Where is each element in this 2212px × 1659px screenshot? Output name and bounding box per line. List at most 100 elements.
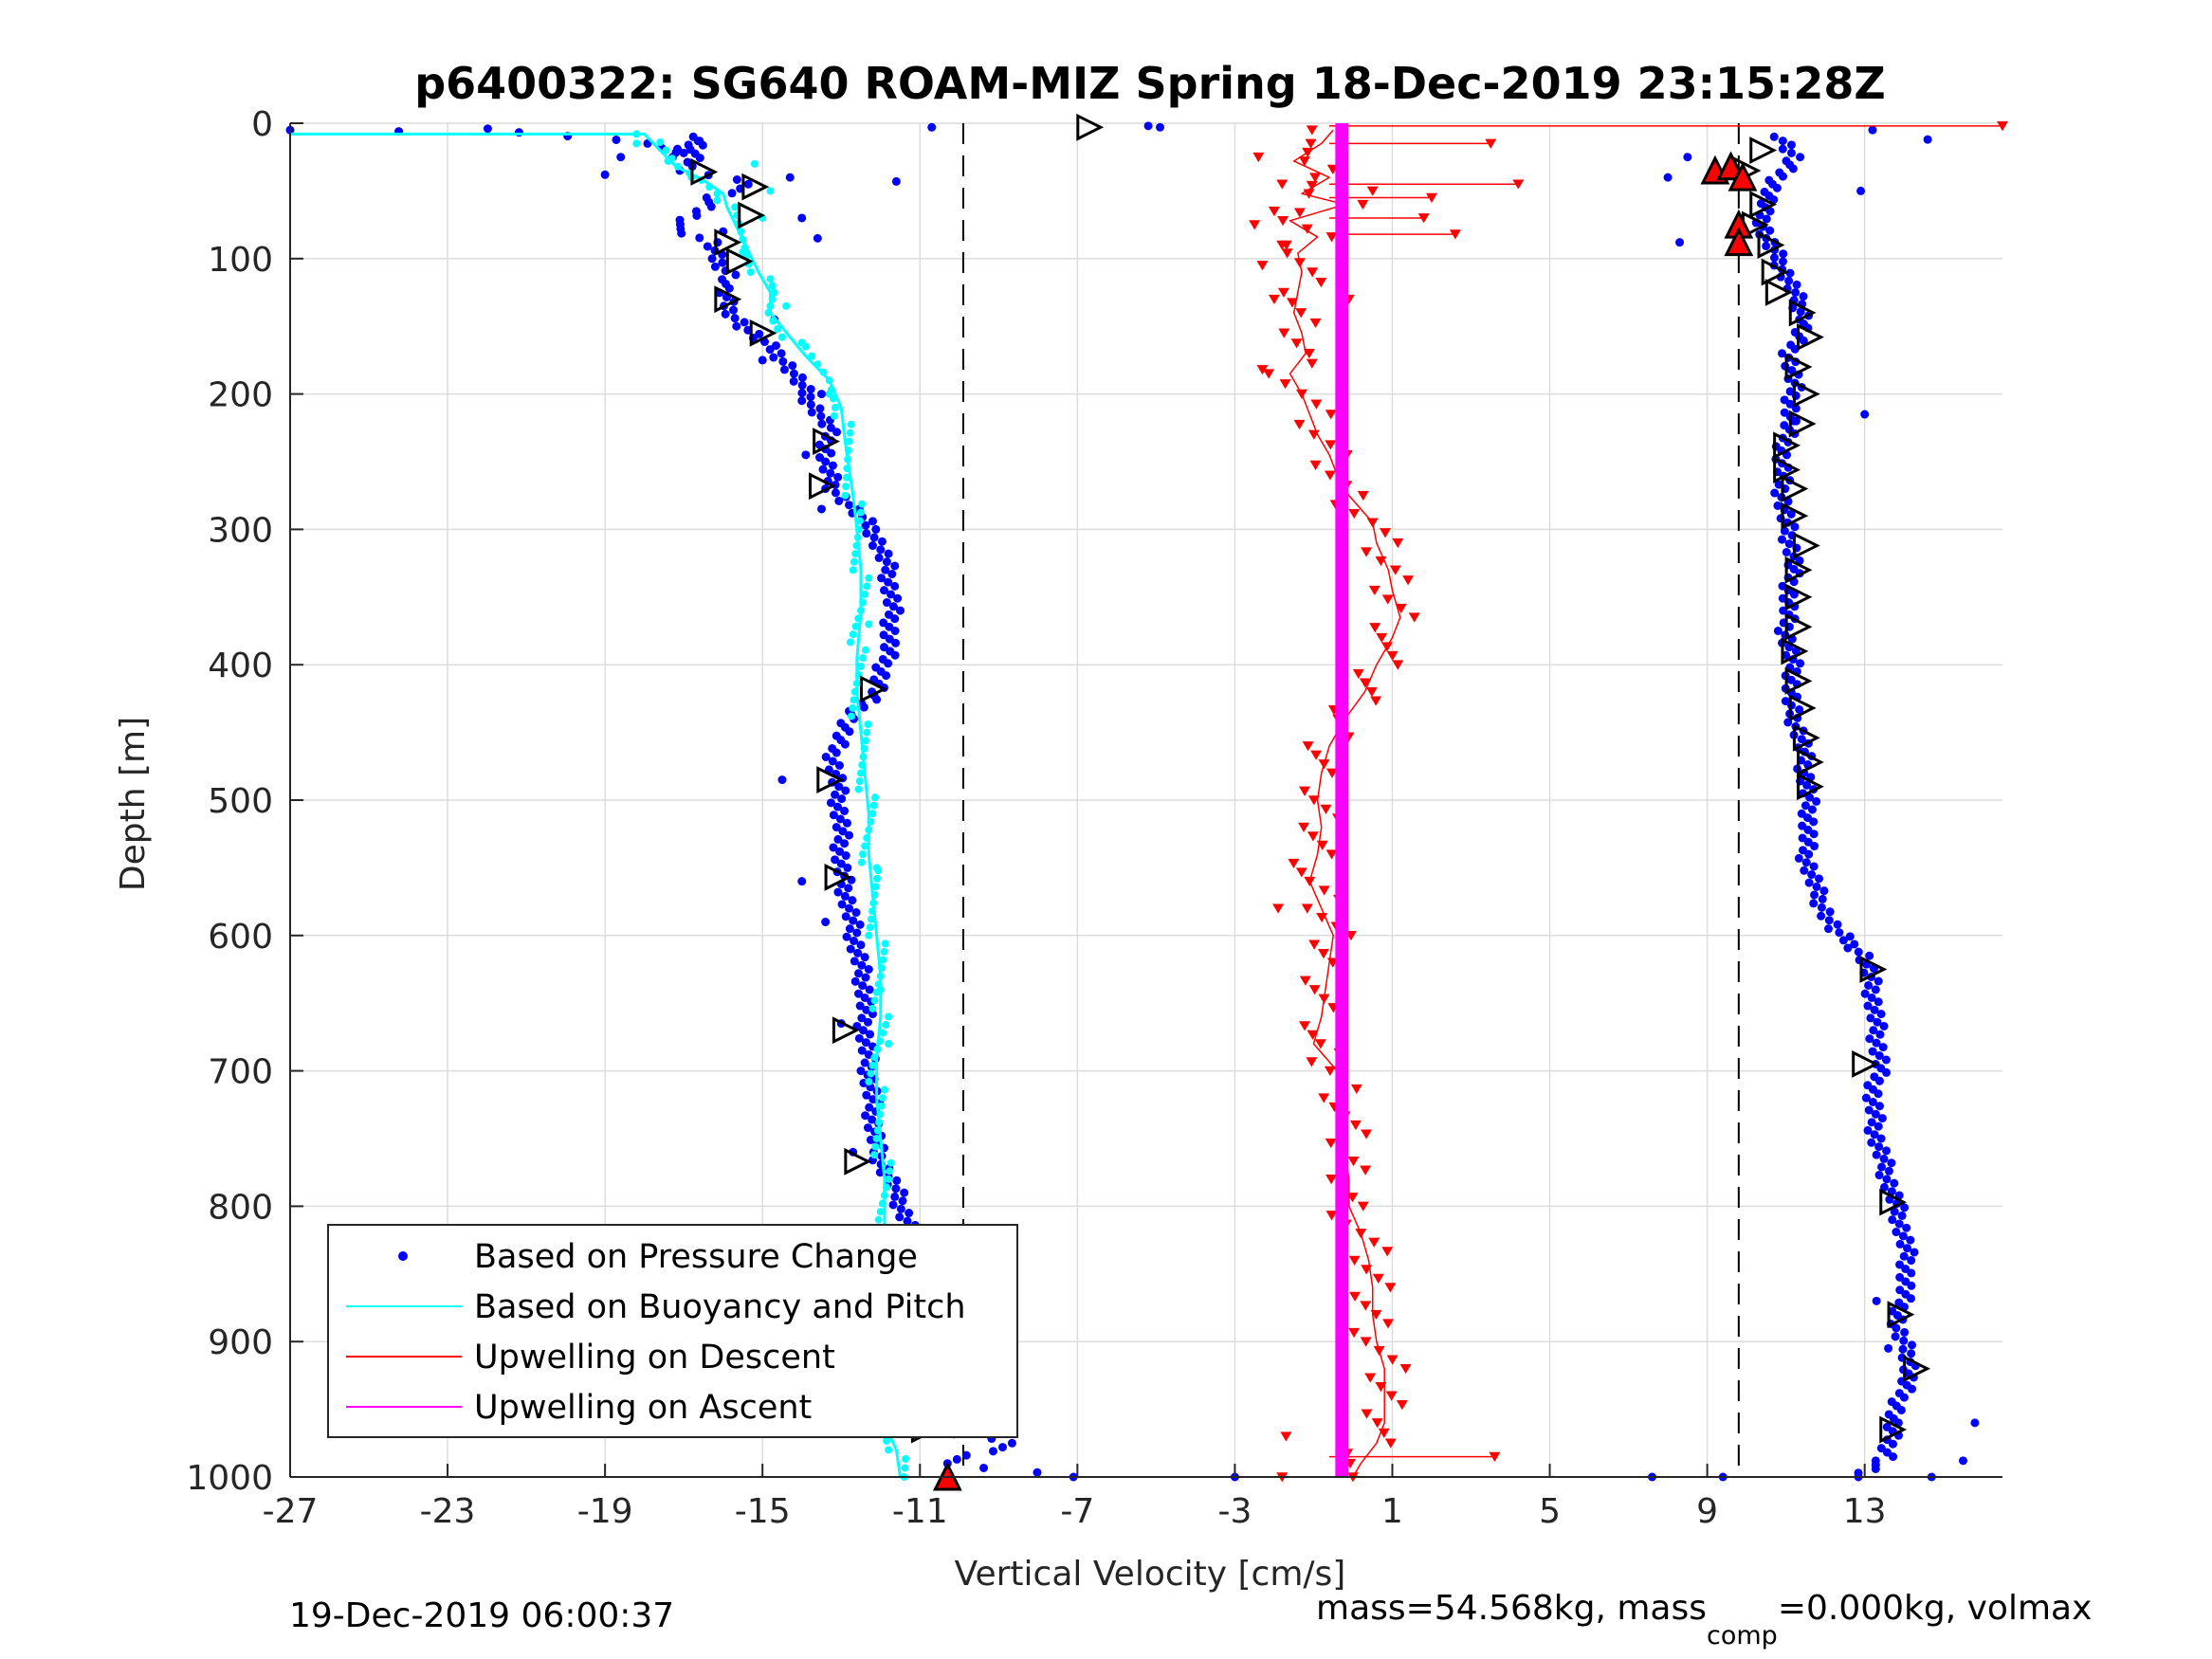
descent-point — [1309, 173, 1322, 183]
pressure-point — [1970, 1418, 1980, 1428]
buoyancy-point — [713, 190, 722, 198]
descent-point — [1361, 1129, 1373, 1139]
pressure-point — [866, 1135, 875, 1144]
pressure-point — [834, 496, 844, 505]
buoyancy-point — [885, 1040, 893, 1048]
pressure-point — [1824, 916, 1834, 925]
buoyancy-point — [870, 890, 879, 899]
pressure-point — [887, 590, 896, 599]
descent-point — [1325, 768, 1338, 778]
descent-point — [1325, 440, 1337, 450]
descent-point — [1303, 189, 1315, 199]
buoyancy-point — [868, 1004, 877, 1012]
pressure-point — [882, 671, 891, 681]
pressure-point — [840, 806, 850, 815]
buoyancy-point — [867, 817, 875, 826]
buoyancy-point — [852, 541, 861, 550]
flag-marker — [749, 319, 777, 347]
flag-marker — [1784, 556, 1813, 584]
descent-point — [1318, 759, 1330, 770]
pressure-point — [710, 262, 720, 271]
pressure-point — [1899, 1336, 1909, 1345]
pressure-point — [785, 173, 795, 182]
pressure-point — [706, 202, 716, 211]
descent-point — [1307, 429, 1320, 440]
pressure-point — [778, 356, 788, 366]
pressure-point — [857, 960, 867, 970]
pressure-point — [1907, 1281, 1916, 1290]
buoyancy-point — [737, 228, 745, 236]
pressure-point — [866, 1030, 875, 1039]
pressure-point — [1868, 1047, 1877, 1056]
y-tick-label: 600 — [208, 918, 273, 957]
pressure-point — [1860, 410, 1870, 419]
pressure-point — [855, 920, 865, 929]
pressure-point — [1850, 939, 1859, 949]
buoyancy-point — [880, 947, 888, 956]
pressure-point — [857, 1046, 867, 1055]
pressure-point — [831, 790, 840, 799]
pressure-point — [851, 908, 861, 918]
pressure-point — [1156, 122, 1165, 132]
buoyancy-point — [774, 325, 782, 334]
pressure-point — [765, 345, 775, 355]
flag-marker — [1792, 723, 1820, 752]
pressure-point — [863, 1123, 872, 1133]
pressure-point — [698, 140, 707, 150]
descent-point — [1348, 508, 1361, 520]
pressure-point — [840, 739, 850, 749]
buoyancy-point — [871, 1142, 880, 1151]
pressure-point — [1805, 793, 1815, 802]
pressure-point — [1874, 1076, 1884, 1085]
buoyancy-point — [861, 737, 869, 745]
pressure-point — [1871, 985, 1880, 994]
descent-point — [1361, 547, 1373, 557]
descent-outlier-point — [1417, 213, 1430, 224]
buoyancy-point — [854, 785, 863, 793]
descent-point — [1310, 399, 1323, 410]
flag-marker — [1797, 773, 1824, 801]
descent-point — [1375, 1382, 1387, 1393]
pressure-point — [1908, 1340, 1917, 1350]
pressure-point — [1873, 1017, 1882, 1027]
buoyancy-point — [766, 187, 775, 195]
descent-point — [1380, 642, 1393, 652]
pressure-point — [1889, 1452, 1898, 1462]
buoyancy-point — [882, 1436, 890, 1445]
pressure-point — [896, 1204, 905, 1213]
flag-marker — [816, 766, 845, 794]
pressure-point — [1874, 1121, 1883, 1131]
error-marker — [1724, 227, 1754, 257]
pressure-point — [861, 1038, 870, 1048]
buoyancy-point — [739, 235, 747, 244]
buoyancy-point — [859, 753, 868, 761]
pressure-point — [1778, 349, 1787, 358]
buoyancy-point — [857, 607, 865, 615]
flag-marker — [1788, 299, 1817, 327]
buoyancy-point — [850, 687, 859, 696]
pressure-point — [850, 957, 859, 966]
buoyancy-point — [766, 275, 775, 283]
buoyancy-point — [870, 1151, 879, 1159]
pressure-point — [1825, 907, 1835, 917]
pressure-point — [884, 659, 893, 668]
flag-marker — [1797, 323, 1824, 352]
x-tick-label: 13 — [1843, 1492, 1887, 1531]
buoyancy-point — [705, 183, 714, 191]
pressure-point — [888, 602, 898, 611]
pressure-point — [1815, 874, 1824, 884]
descent-point — [1288, 858, 1300, 869]
pressure-point — [1773, 627, 1782, 635]
buoyancy-point — [864, 720, 872, 729]
descent-point — [1378, 1428, 1390, 1438]
pressure-point — [884, 549, 893, 558]
flag-marker — [824, 863, 852, 891]
pressure-point — [1683, 153, 1692, 162]
pressure-point — [1817, 902, 1826, 912]
pressure-point — [1903, 1244, 1912, 1253]
pressure-point — [1772, 183, 1782, 192]
descent-outlier-point — [1426, 192, 1437, 203]
pressure-point — [890, 614, 900, 624]
descent-point — [1290, 338, 1303, 349]
flag-marker — [1784, 583, 1813, 611]
